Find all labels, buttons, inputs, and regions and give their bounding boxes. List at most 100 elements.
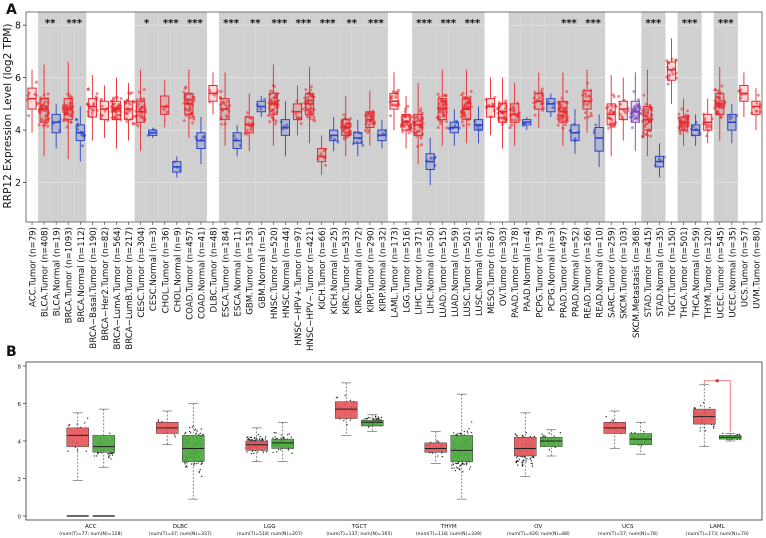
data-point [441,103,445,107]
data-point [137,113,141,117]
data-point [135,98,139,102]
x-category-label: COAD.Normal (n=41) [197,227,207,319]
significance-shading [146,12,159,222]
data-point [704,123,708,127]
data-point [130,91,134,95]
data-point [441,452,443,454]
x-category-label: STAD.Normal (n=35) [656,227,666,316]
x-category-label: PAAD.Normal (n=4) [523,227,533,312]
data-point [404,107,408,111]
data-point [665,59,669,63]
data-point [369,115,373,119]
data-point [548,449,551,451]
data-point [413,116,417,120]
data-point [194,428,197,431]
data-point [530,462,533,464]
data-point [109,452,111,455]
data-point [502,112,506,116]
data-point [476,127,480,131]
data-point [540,87,544,91]
data-point [643,430,645,433]
significance-marker: *** [187,18,203,29]
data-point [265,450,268,453]
data-point [720,84,724,88]
x-category-label: LUAD.Normal (n=59) [451,227,461,317]
data-point [75,128,79,132]
significance-marker: *** [368,18,384,29]
data-point [611,121,615,125]
significance-shading [436,12,449,222]
data-point [197,462,199,464]
data-point [251,450,254,452]
data-point [262,451,265,454]
data-point [508,126,512,130]
data-point [343,419,345,422]
data-point [43,109,47,113]
significance-marker: *** [296,18,312,29]
significance-shading [351,12,364,222]
data-point [110,458,112,460]
data-point [290,436,293,438]
data-point [728,114,732,118]
data-point [666,82,670,86]
x-category-label: KICH.Normal (n=25) [330,227,340,314]
x-category-label: CHOL.Normal (n=9) [173,227,183,312]
data-point [541,433,543,435]
x-category-label: HNSC.Tumor (n=520) [270,227,280,319]
data-point [612,124,616,128]
data-point [273,432,276,434]
data-point [459,469,461,471]
data-point [497,100,501,104]
data-point [364,418,366,420]
data-point [188,116,192,120]
data-point [562,107,566,111]
data-point [406,104,410,108]
data-point [250,116,254,120]
x-category-label: HNSC−HPV+.Tumor (n=97) [294,227,304,346]
data-point [186,462,188,464]
data-point [103,109,107,113]
y-tick-label: 8 [18,365,22,371]
data-point [407,131,411,135]
box [618,100,628,121]
box [51,113,61,134]
x-category-label: PRAD.Normal (n=52) [571,227,581,317]
significance-marker: *** [163,18,179,29]
data-point [274,436,276,438]
data-point [261,437,264,440]
data-point [116,105,120,109]
data-point [632,90,636,94]
box [450,435,473,462]
y-tick-label: 6 [18,402,22,408]
x-category-label: PCPG.Normal (n=3) [547,227,557,311]
data-point [336,396,339,398]
data-point [157,419,159,421]
data-point [263,97,267,101]
data-point [250,452,253,455]
box [361,420,384,427]
data-point [451,464,453,466]
data-point [709,406,711,409]
data-point [67,105,71,109]
data-point [195,432,198,435]
data-point [109,432,111,435]
data-point [264,436,267,438]
data-point [142,88,146,92]
x-category-label: BRCA−LumB.Tumor (n=217) [125,227,135,350]
data-point [459,432,461,434]
data-point [46,124,50,128]
data-point [266,114,270,118]
data-point [514,433,517,435]
panel-a-y-axis: 2 4 6 8 [15,21,26,189]
data-point [456,462,458,465]
significance-shading [653,12,666,222]
data-point [437,102,441,106]
data-point [632,113,636,117]
data-point [642,93,646,97]
box [594,127,604,152]
data-point [720,106,724,110]
data-point [455,466,458,468]
data-point [438,110,442,114]
data-point [391,103,395,107]
x-category-label: TGCT.Tumor (n=150) [668,227,678,318]
